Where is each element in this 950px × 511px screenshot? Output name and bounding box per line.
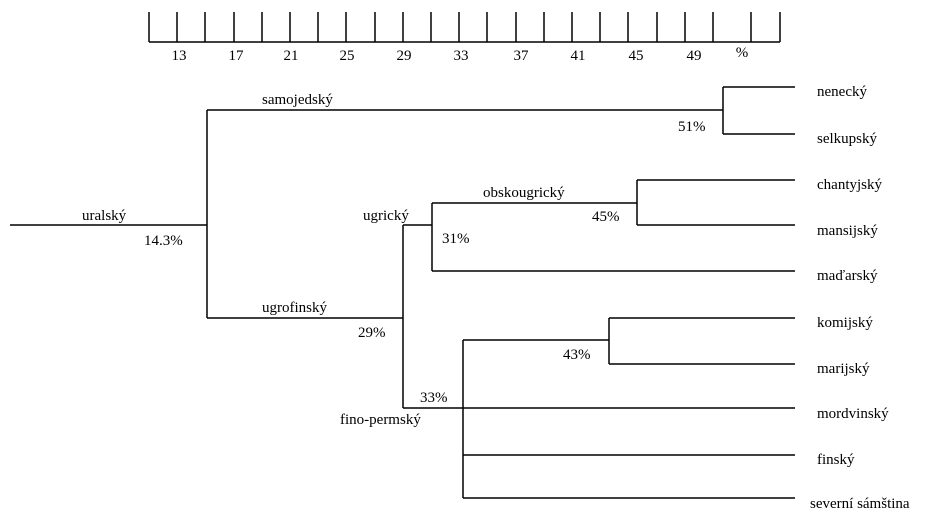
root-value: 14.3% xyxy=(144,233,183,249)
scale-label: 37 xyxy=(514,48,530,64)
branch-value-samojedsky-split: 51% xyxy=(678,119,706,135)
scale-label: 33 xyxy=(454,48,469,64)
percentage-scale: 13 17 21 25 29 33 37 41 45 49 % xyxy=(148,12,781,64)
branch-label-samojedsky: samojedský xyxy=(262,92,333,108)
branch-labels: uralský 14.3% samojedský 51% ugrofinský … xyxy=(82,92,706,428)
leaf-label: finský xyxy=(817,452,855,468)
scale-label: 17 xyxy=(229,48,245,64)
leaf-label: maďarský xyxy=(817,268,878,284)
scale-label: 49 xyxy=(687,48,702,64)
branch-label-obskougricky: obskougrický xyxy=(483,185,565,201)
scale-unit: % xyxy=(736,45,749,61)
scale-label: 29 xyxy=(397,48,412,64)
branch-value-perm-volga: 43% xyxy=(563,347,591,363)
branch-label-ugrofinsky: ugrofinský xyxy=(262,300,327,316)
leaf-label: severní sámština xyxy=(810,496,910,511)
scale-label: 25 xyxy=(340,48,355,64)
scale-label: 45 xyxy=(629,48,644,64)
branch-label-ugricky: ugrický xyxy=(363,208,409,224)
branch-label-fino-permsky: fino-permský xyxy=(340,412,421,428)
branch-value-ugrofinsky: 29% xyxy=(358,325,386,341)
leaf-label: mansijský xyxy=(817,223,878,239)
leaf-label: marijský xyxy=(817,361,870,377)
root-label: uralský xyxy=(82,208,127,224)
leaf-label: mordvinský xyxy=(817,406,889,422)
branch-value-fino-permsky: 33% xyxy=(420,390,448,406)
tree-edges xyxy=(10,86,795,499)
branch-value-obskougricky: 45% xyxy=(592,209,620,225)
branch-value-ugricky: 31% xyxy=(442,231,470,247)
leaf-label: selkupský xyxy=(817,131,878,147)
scale-label: 13 xyxy=(172,48,187,64)
scale-label: 41 xyxy=(571,48,586,64)
leaf-label: komijský xyxy=(817,315,873,331)
scale-label: 21 xyxy=(284,48,299,64)
leaf-label: nenecký xyxy=(817,84,867,100)
leaf-labels: nenecký selkupský chantyjský mansijský m… xyxy=(810,84,910,511)
leaf-label: chantyjský xyxy=(817,177,882,193)
